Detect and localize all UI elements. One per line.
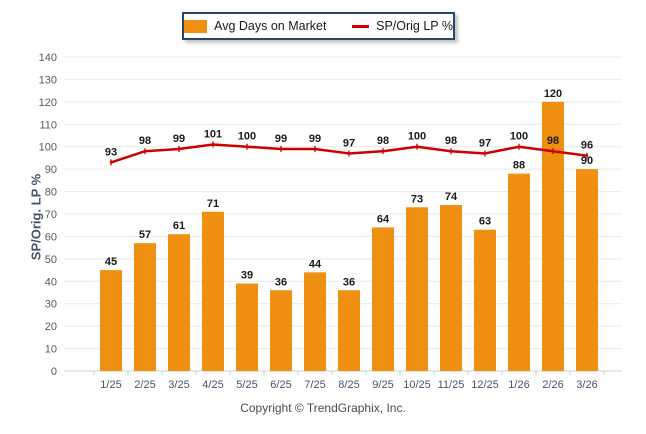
bar xyxy=(100,270,122,371)
line-legend-swatch-icon xyxy=(352,24,370,28)
line-value-label: 98 xyxy=(139,135,151,147)
line-value-label: 99 xyxy=(309,133,321,145)
y-tick-label: 50 xyxy=(45,254,57,266)
x-tick-label: 1/26 xyxy=(508,379,529,391)
bar xyxy=(134,243,156,371)
bar-value-label: 73 xyxy=(411,193,423,205)
bar xyxy=(270,290,292,371)
bar xyxy=(474,229,496,371)
bar xyxy=(168,234,190,371)
bar-legend-swatch-icon xyxy=(184,19,208,33)
line-value-label: 100 xyxy=(510,131,528,143)
line-value-label: 93 xyxy=(105,146,117,158)
legend: Avg Days on Market SP/Orig LP % xyxy=(182,12,455,40)
bar xyxy=(338,290,360,371)
bar xyxy=(372,227,394,371)
y-tick-label: 140 xyxy=(39,52,57,64)
line-value-label: 98 xyxy=(445,135,457,147)
x-tick-label: 8/25 xyxy=(338,379,359,391)
legend-line-label: SP/Orig LP % xyxy=(376,19,453,33)
y-tick-label: 60 xyxy=(45,231,57,243)
y-tick-label: 40 xyxy=(45,276,57,288)
x-tick-label: 4/25 xyxy=(202,379,223,391)
y-tick-label: 10 xyxy=(45,344,57,356)
x-tick-label: 5/25 xyxy=(236,379,257,391)
x-tick-label: 6/25 xyxy=(270,379,291,391)
bar-value-label: 120 xyxy=(544,88,562,100)
x-tick-label: 10/25 xyxy=(403,379,431,391)
bar xyxy=(406,207,428,371)
y-tick-label: 100 xyxy=(39,142,57,154)
line-value-label: 100 xyxy=(408,131,426,143)
bar xyxy=(304,272,326,371)
y-tick-label: 90 xyxy=(45,164,57,176)
line-value-label: 99 xyxy=(275,133,287,145)
bar-value-label: 71 xyxy=(207,198,219,210)
bar xyxy=(202,211,224,371)
line-value-label: 97 xyxy=(479,137,491,149)
y-tick-label: 110 xyxy=(39,119,57,131)
x-tick-label: 9/25 xyxy=(372,379,393,391)
x-tick-label: 2/25 xyxy=(134,379,155,391)
y-tick-label: 30 xyxy=(45,299,57,311)
bar-value-label: 61 xyxy=(173,220,185,232)
x-tick-label: 11/25 xyxy=(438,379,465,391)
y-tick-label: 130 xyxy=(39,74,57,86)
bar-value-label: 39 xyxy=(241,270,253,282)
x-tick-label: 1/25 xyxy=(100,379,121,391)
y-tick-label: 0 xyxy=(51,366,57,378)
bar-value-label: 36 xyxy=(343,276,355,288)
y-tick-label: 120 xyxy=(39,97,57,109)
y-tick-label: 80 xyxy=(45,187,57,199)
y-axis-title: SP/Orig. LP % xyxy=(28,173,44,261)
bar xyxy=(508,173,530,371)
legend-bar-label: Avg Days on Market xyxy=(214,19,327,33)
line-value-label: 97 xyxy=(343,137,355,149)
bar xyxy=(542,101,564,371)
line-value-label: 100 xyxy=(238,131,256,143)
x-tick-label: 3/26 xyxy=(576,379,597,391)
x-tick-label: 12/25 xyxy=(471,379,499,391)
line-value-label: 98 xyxy=(547,135,559,147)
bar-value-label: 45 xyxy=(105,256,117,268)
bar-value-label: 88 xyxy=(513,160,525,172)
x-tick-label: 2/26 xyxy=(542,379,563,391)
line-value-label: 101 xyxy=(204,128,222,140)
bar-value-label: 63 xyxy=(479,216,491,228)
bar-value-label: 36 xyxy=(275,276,287,288)
line-value-label: 96 xyxy=(581,140,593,152)
x-tick-label: 3/25 xyxy=(168,379,189,391)
bar xyxy=(440,205,462,371)
bar xyxy=(576,169,598,371)
bar-value-label: 64 xyxy=(377,213,390,225)
bar-value-label: 57 xyxy=(139,229,151,241)
x-tick-label: 7/25 xyxy=(304,379,325,391)
line-value-label: 98 xyxy=(377,135,389,147)
y-tick-label: 70 xyxy=(45,209,57,221)
bar-value-label: 44 xyxy=(309,258,322,270)
bar xyxy=(236,283,258,371)
copyright-note: Copyright © TrendGraphix, Inc. xyxy=(240,401,406,415)
line-value-label: 99 xyxy=(173,133,185,145)
bar-value-label: 74 xyxy=(445,191,458,203)
bar-value-label: 90 xyxy=(581,155,593,167)
y-tick-label: 20 xyxy=(45,321,57,333)
